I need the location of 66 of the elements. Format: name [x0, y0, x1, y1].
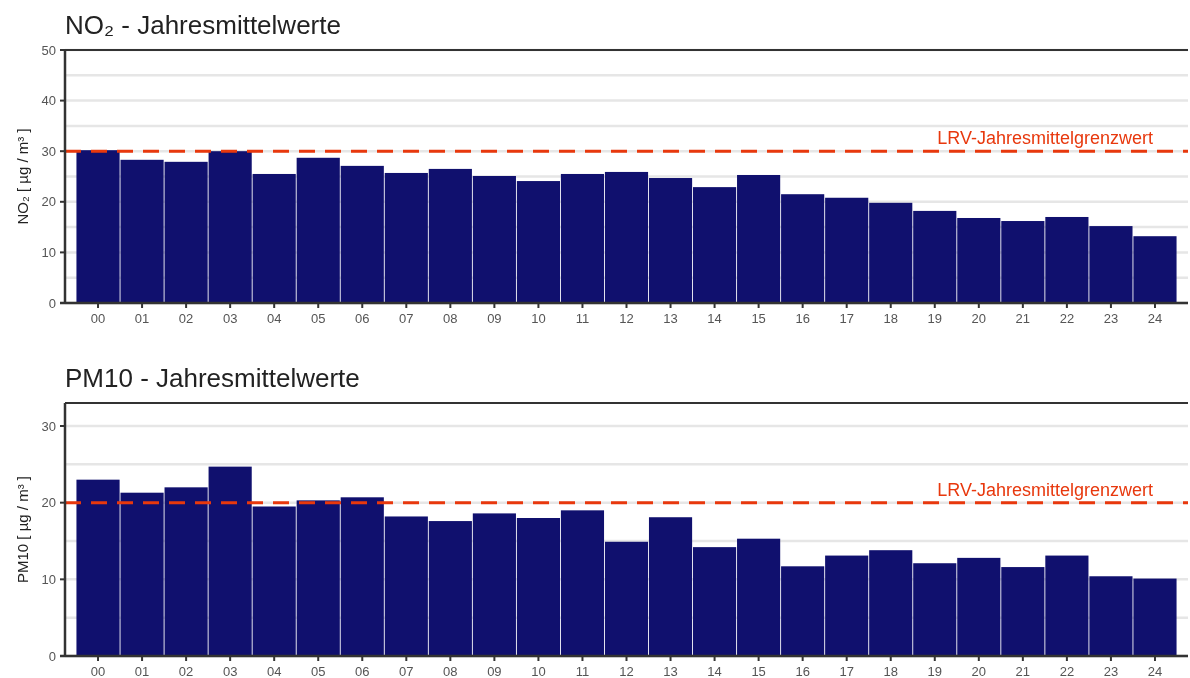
- x-tick-label: 10: [531, 311, 546, 326]
- y-tick-label: 10: [41, 244, 56, 260]
- x-tick-label: 07: [399, 311, 414, 326]
- x-tick-label: 03: [222, 664, 238, 678]
- x-tick-label: 02: [178, 311, 194, 326]
- x-tick-label: 19: [927, 664, 943, 678]
- x-tick-label: 03: [222, 311, 238, 326]
- y-tick-label: 10: [41, 571, 56, 587]
- y-tick-label: 0: [48, 648, 56, 664]
- x-tick-label: 24: [1147, 664, 1163, 678]
- y-axis-title: PM10 [ µg / m³ ]: [14, 476, 31, 583]
- x-tick-label: 05: [310, 311, 326, 326]
- x-tick-label: 24: [1147, 311, 1163, 326]
- x-tick-label: 09: [487, 664, 502, 678]
- x-tick-label: 04: [266, 664, 282, 678]
- ref-line-label: LRV-Jahresmittelgrenzwert: [937, 128, 1153, 149]
- y-tick-label: 40: [41, 93, 56, 109]
- x-tick-label: 17: [839, 664, 854, 678]
- x-tick-label: 04: [266, 311, 282, 326]
- x-tick-label: 16: [795, 664, 810, 678]
- x-tick-label: 00: [90, 664, 106, 678]
- x-tick-label: 08: [443, 311, 458, 326]
- x-tick-label: 00: [90, 311, 106, 326]
- x-tick-label: 22: [1059, 664, 1075, 678]
- x-tick-label: 17: [839, 311, 854, 326]
- x-tick-label: 08: [443, 664, 458, 678]
- y-tick-label: 20: [41, 194, 56, 210]
- x-tick-label: 15: [751, 311, 766, 326]
- x-tick-label: 07: [399, 664, 414, 678]
- x-tick-label: 21: [1015, 664, 1031, 678]
- ref-line-label: LRV-Jahresmittelgrenzwert: [937, 479, 1153, 500]
- x-tick-label: 22: [1059, 311, 1075, 326]
- chart-title: NO₂ - Jahresmittelwerte: [65, 10, 341, 40]
- x-tick-label: 23: [1103, 311, 1119, 326]
- y-tick-label: 20: [41, 495, 56, 511]
- x-tick-label: 15: [751, 664, 766, 678]
- x-tick-label: 23: [1103, 664, 1119, 678]
- x-tick-label: 11: [575, 311, 590, 326]
- x-tick-label: 01: [134, 311, 150, 326]
- x-tick-label: 14: [707, 664, 722, 678]
- y-tick-label: 50: [41, 42, 56, 58]
- x-tick-label: 20: [971, 311, 987, 326]
- x-tick-label: 20: [971, 664, 987, 678]
- x-tick-label: 14: [707, 311, 722, 326]
- x-tick-label: 21: [1015, 311, 1031, 326]
- x-tick-label: 19: [927, 311, 943, 326]
- y-axis-title: NO₂ [ µg / m³ ]: [14, 128, 31, 225]
- x-tick-label: 09: [487, 311, 502, 326]
- x-tick-label: 10: [531, 664, 546, 678]
- y-tick-label: 30: [41, 418, 56, 434]
- chart-title: PM10 - Jahresmittelwerte: [65, 363, 360, 393]
- x-tick-label: 06: [355, 311, 370, 326]
- x-tick-label: 11: [575, 664, 590, 678]
- x-tick-label: 12: [619, 664, 634, 678]
- x-tick-label: 12: [619, 311, 634, 326]
- y-tick-label: 30: [41, 143, 56, 159]
- y-tick-label: 0: [48, 295, 56, 311]
- x-tick-label: 06: [355, 664, 370, 678]
- x-tick-label: 18: [883, 664, 898, 678]
- x-tick-label: 01: [134, 664, 150, 678]
- x-tick-label: 18: [883, 311, 898, 326]
- x-tick-label: 13: [663, 664, 678, 678]
- x-tick-label: 02: [178, 664, 194, 678]
- x-tick-label: 13: [663, 311, 678, 326]
- x-tick-label: 05: [310, 664, 326, 678]
- x-tick-label: 16: [795, 311, 810, 326]
